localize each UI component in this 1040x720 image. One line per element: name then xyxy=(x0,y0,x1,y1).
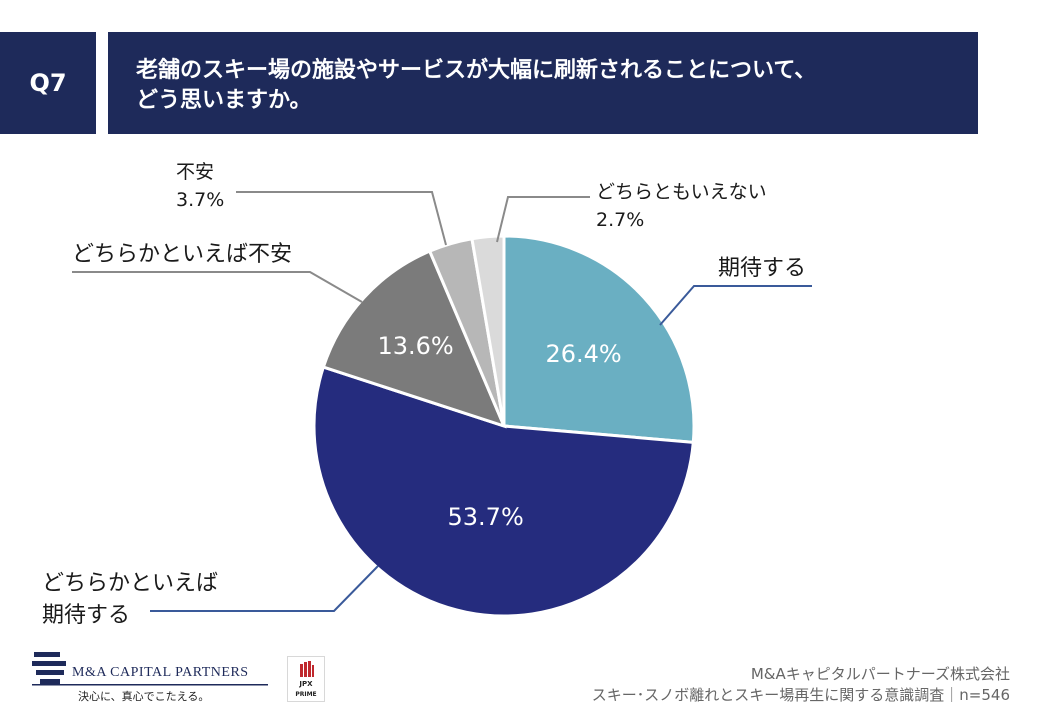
company-logo-text: M&A CAPITAL PARTNERS xyxy=(72,665,249,680)
pie-slice-2 xyxy=(312,365,695,618)
pie-chart: 26.4%期待する53.7%どちらかといえば期待する13.6%どちらかといえば不… xyxy=(42,161,812,628)
category-label-1-line-1: 期待する xyxy=(718,256,806,281)
slice-value-label-1: 26.4% xyxy=(545,340,621,368)
pie-slice-1 xyxy=(502,234,696,445)
credit-company: M&Aキャピタルパートナーズ株式会社 xyxy=(750,665,1010,683)
leader-line-5 xyxy=(496,196,590,243)
category-label-5-line-2: 2.7% xyxy=(596,209,644,231)
question-title-line-1: 老舗のスキー場の施設やサービスが大幅に刷新されることについて、 xyxy=(136,58,817,83)
jpx-prime-label: PRIME xyxy=(295,691,317,698)
leader-line-4 xyxy=(236,191,447,246)
question-number: Q7 xyxy=(29,69,67,97)
category-label-4-line-1: 不安 xyxy=(176,161,214,183)
category-label-2-line-1: どちらかといえば xyxy=(42,571,218,596)
slice-value-label-3: 13.6% xyxy=(377,332,453,360)
leader-line-2 xyxy=(150,565,379,612)
source-credit: M&Aキャピタルパートナーズ株式会社 スキー･スノボ離れとスキー場再生に関する意… xyxy=(592,664,1010,706)
mca-logo-icon xyxy=(32,652,268,686)
leader-line-1 xyxy=(659,285,812,326)
question-title-box: 老舗のスキー場の施設やサービスが大幅に刷新されることについて、 どう思いますか。 xyxy=(108,32,978,134)
company-slogan: 決心に、真心でこたえる。 xyxy=(78,690,210,703)
leader-line-3 xyxy=(72,271,363,303)
jpx-prime-badge: JPX PRIME xyxy=(287,656,325,702)
category-label-3-line-1: どちらかといえば不安 xyxy=(72,242,292,267)
category-label-2-line-2: 期待する xyxy=(42,603,130,628)
slice-value-label-2: 53.7% xyxy=(448,503,524,531)
jpx-label: JPX xyxy=(299,680,313,688)
pie-slice-3 xyxy=(321,249,507,429)
question-title-line-2: どう思いますか。 xyxy=(136,88,312,113)
question-number-box: Q7 xyxy=(0,32,96,134)
category-label-5-line-1: どちらともいえない xyxy=(596,181,767,203)
credit-survey: スキー･スノボ離れとスキー場再生に関する意識調査｜n=546 xyxy=(591,686,1010,704)
pie-slice-5 xyxy=(470,234,506,427)
jpx-mark-icon xyxy=(300,661,314,677)
category-label-4-line-2: 3.7% xyxy=(176,189,224,211)
